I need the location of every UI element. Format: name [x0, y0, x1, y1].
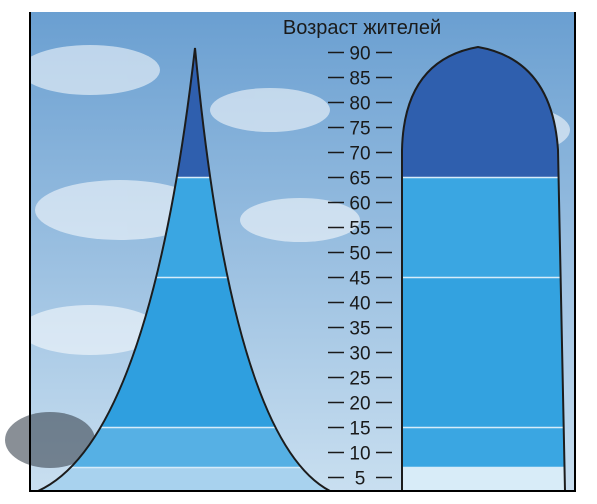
age-tick-label-65: 65 [349, 169, 370, 190]
age-tick-label-70: 70 [349, 144, 370, 165]
age-tick-label-35: 35 [349, 319, 370, 340]
age-tick-label-55: 55 [349, 219, 370, 240]
age-tick-label-40: 40 [349, 294, 370, 315]
age-tick-label-25: 25 [349, 369, 370, 390]
left-age-band-0-7 [38, 467, 330, 491]
left-pyramid-outline [37, 47, 331, 492]
age-tick-label-10: 10 [349, 444, 370, 465]
age-tick-label-50: 50 [349, 244, 370, 265]
age-tick-label-5: 5 [355, 469, 366, 490]
right-age-band-0-7 [402, 467, 565, 491]
age-tick-label-30: 30 [349, 344, 370, 365]
age-tick-label-15: 15 [349, 419, 370, 440]
right-age-band-45-65 [402, 177, 565, 278]
age-tick-label-45: 45 [349, 269, 370, 290]
right-pyramid [402, 47, 565, 491]
age-tick-label-90: 90 [349, 44, 370, 65]
age-tick-label-75: 75 [349, 119, 370, 140]
age-tick-label-60: 60 [349, 194, 370, 215]
age-tick-label-80: 80 [349, 94, 370, 115]
right-age-band-7-15 [402, 427, 565, 468]
age-axis-title: Возраст жителей [283, 17, 441, 39]
age-tick-label-20: 20 [349, 394, 370, 415]
age-axis: 90 85 80 75 70 65 60 55 50 45 40 35 30 25 20 15 10 5 [328, 44, 392, 490]
right-pyramid-outline [401, 45, 567, 492]
right-age-band-15-45 [402, 277, 565, 428]
frame [29, 12, 576, 492]
age-tick-label-85: 85 [349, 69, 370, 90]
